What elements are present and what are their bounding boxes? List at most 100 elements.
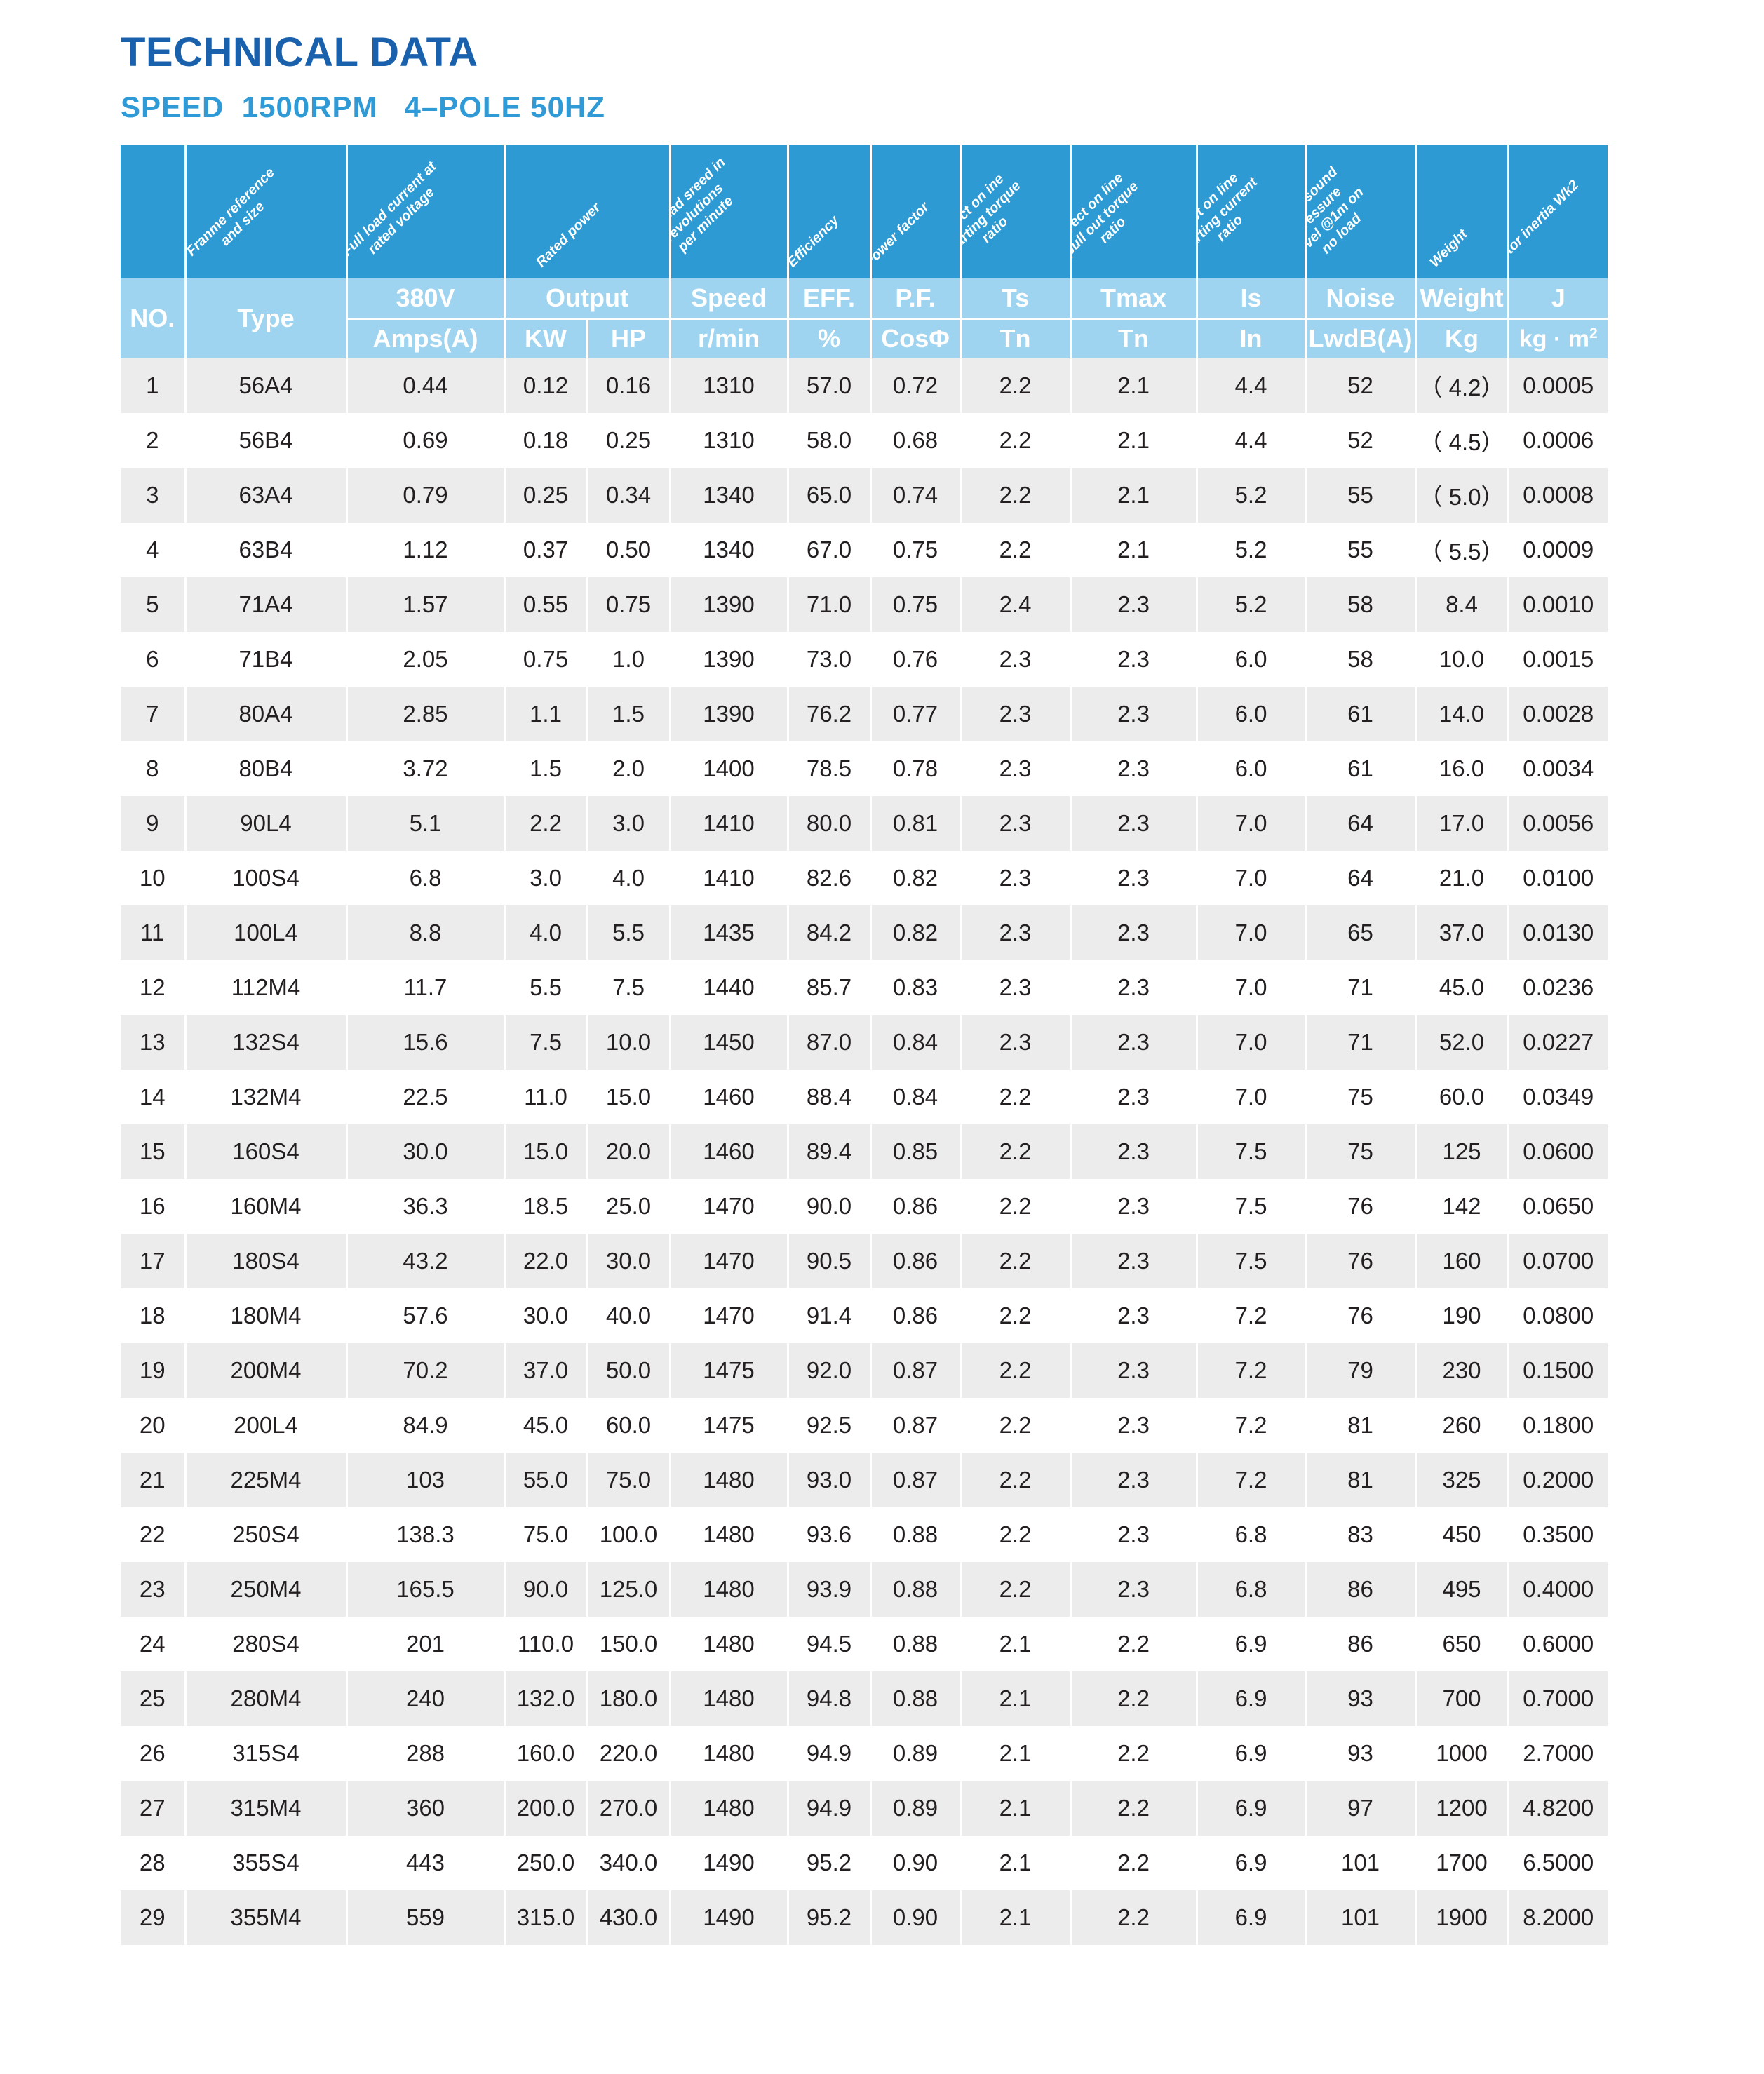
cell-type: 180S4	[185, 1234, 348, 1288]
cell-rpm: 1480	[670, 1562, 789, 1617]
cell-tmax: 2.2	[1070, 1890, 1198, 1945]
cell-tmax: 2.3	[1070, 1070, 1198, 1124]
cell-j: 8.2000	[1508, 1890, 1608, 1945]
cell-type: 63B4	[185, 523, 348, 577]
cell-ts: 2.3	[960, 905, 1072, 960]
cell-is: 5.2	[1197, 468, 1307, 523]
cell-type: 71B4	[185, 632, 348, 687]
page-subtitle: SPEED 1500RPM 4–POLE 50HZ	[121, 90, 605, 123]
cell-is: 7.2	[1197, 1288, 1307, 1343]
rotated-header-row: Franme reference and size Full load curren…	[121, 145, 1608, 278]
cell-noise: 64	[1305, 796, 1417, 851]
subheader-output: Output	[504, 278, 671, 320]
cell-j: 0.0008	[1508, 468, 1608, 523]
cell-ts: 2.2	[960, 1070, 1072, 1124]
cell-amps: 103	[346, 1453, 506, 1507]
table-row: 3 63A4 0.79 0.25 0.34 1340 65.0 0.74 2.2 2.1 5.2 55…	[121, 468, 1608, 523]
cell-tmax: 2.3	[1070, 1507, 1198, 1562]
cell-no: 4	[121, 523, 187, 577]
cell-tmax: 2.1	[1070, 468, 1198, 523]
cell-is: 6.9	[1197, 1890, 1307, 1945]
cell-is: 6.9	[1197, 1617, 1307, 1671]
cell-ts: 2.2	[960, 358, 1072, 413]
header-rot-full-load-current-at-rated-voltage: Full load current at rated voltage	[346, 145, 506, 278]
cell-ts: 2.2	[960, 1453, 1072, 1507]
cell-j: 0.0015	[1508, 632, 1608, 687]
cell-pf: 0.82	[870, 905, 962, 960]
cell-rpm: 1400	[670, 741, 789, 796]
subheader-eff: EFF.	[788, 278, 872, 320]
cell-type: 355M4	[185, 1890, 348, 1945]
subheader-voltage: 380V	[346, 278, 506, 320]
cell-eff: 76.2	[788, 687, 872, 741]
subheader-tmax: Tmax	[1070, 278, 1198, 320]
header-rot-no	[121, 145, 187, 278]
cell-type: 200M4	[185, 1343, 348, 1398]
cell-j: 4.8200	[1508, 1781, 1608, 1836]
cell-kw: 1.1	[504, 687, 588, 741]
cell-rpm: 1390	[670, 687, 789, 741]
subheader-row-2: Amps(A) KW HP r/min% CosΦ Tn Tn In LwdB(A) Kg kg ·…	[121, 318, 1608, 358]
cell-kw: 132.0	[504, 1671, 588, 1726]
cell-ts: 2.2	[960, 1507, 1072, 1562]
cell-rpm: 1440	[670, 960, 789, 1015]
rotated-label-frame-reference-and-size: Franme reference and size	[185, 165, 290, 271]
cell-pf: 0.75	[870, 523, 962, 577]
table-row: 27 315M4 360 200.0 270.0 1480 94.9 0.89 2.1 2.2 6.…	[121, 1781, 1608, 1836]
cell-type: 225M4	[185, 1453, 348, 1507]
cell-pf: 0.87	[870, 1398, 962, 1453]
cell-eff: 90.5	[788, 1234, 872, 1288]
cell-is: 6.0	[1197, 687, 1307, 741]
rotated-label-starting-current-ratio: Diect on line starting current ratio	[1197, 163, 1272, 271]
cell-noise: 61	[1305, 741, 1417, 796]
cell-type: 63A4	[185, 468, 348, 523]
cell-amps: 240	[346, 1671, 506, 1726]
subheader-kw: KW	[504, 318, 588, 358]
cell-weight: （ 4.5）	[1415, 413, 1509, 468]
cell-rpm: 1470	[670, 1288, 789, 1343]
cell-pf: 0.88	[870, 1562, 962, 1617]
cell-pf: 0.81	[870, 796, 962, 851]
cell-noise: 52	[1305, 358, 1417, 413]
cell-kw: 200.0	[504, 1781, 588, 1836]
cell-ts: 2.3	[960, 1015, 1072, 1070]
cell-weight: 17.0	[1415, 796, 1509, 851]
cell-type: 200L4	[185, 1398, 348, 1453]
cell-weight: 45.0	[1415, 960, 1509, 1015]
cell-rpm: 1490	[670, 1890, 789, 1945]
cell-no: 25	[121, 1671, 187, 1726]
cell-j: 0.3500	[1508, 1507, 1608, 1562]
cell-eff: 92.0	[788, 1343, 872, 1398]
cell-ts: 2.2	[960, 1398, 1072, 1453]
cell-no: 22	[121, 1507, 187, 1562]
cell-rpm: 1310	[670, 358, 789, 413]
cell-weight: 125	[1415, 1124, 1509, 1179]
cell-rpm: 1470	[670, 1234, 789, 1288]
cell-weight: 10.0	[1415, 632, 1509, 687]
table-row: 18 180M4 57.6 30.0 40.0 1470 91.4 0.86 2.2 2.3 7.2…	[121, 1288, 1608, 1343]
cell-j: 0.0009	[1508, 523, 1608, 577]
cell-pf: 0.88	[870, 1507, 962, 1562]
cell-pf: 0.77	[870, 687, 962, 741]
header-rot-weight: Weight	[1415, 145, 1509, 278]
cell-eff: 71.0	[788, 577, 872, 632]
cell-no: 8	[121, 741, 187, 796]
cell-type: 280M4	[185, 1671, 348, 1726]
cell-ts: 2.2	[960, 468, 1072, 523]
header-rot-rated-power: Rated power	[504, 145, 671, 278]
cell-rpm: 1390	[670, 632, 789, 687]
cell-ts: 2.2	[960, 1562, 1072, 1617]
cell-eff: 91.4	[788, 1288, 872, 1343]
cell-eff: 85.7	[788, 960, 872, 1015]
cell-eff: 94.5	[788, 1617, 872, 1671]
rotated-label-line: Power factor	[870, 199, 932, 271]
cell-weight: （ 4.2）	[1415, 358, 1509, 413]
cell-hp: 3.0	[587, 796, 671, 851]
cell-tmax: 2.3	[1070, 1343, 1198, 1398]
cell-ts: 2.3	[960, 687, 1072, 741]
cell-noise: 75	[1305, 1124, 1417, 1179]
cell-type: 250M4	[185, 1562, 348, 1617]
cell-weight: 1200	[1415, 1781, 1509, 1836]
cell-pf: 0.83	[870, 960, 962, 1015]
cell-weight: 21.0	[1415, 851, 1509, 905]
